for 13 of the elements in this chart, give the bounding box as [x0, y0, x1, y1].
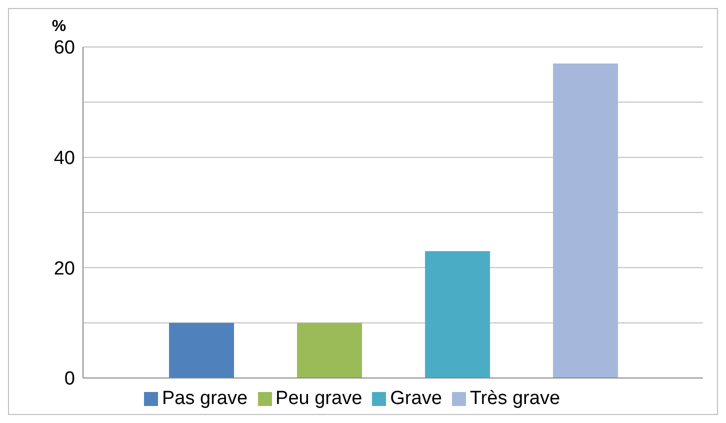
y-tick-label: 40	[54, 148, 75, 170]
bar	[425, 251, 490, 378]
legend-label: Peu grave	[276, 388, 362, 409]
y-axis-title: %	[52, 18, 66, 35]
y-tick-label: 60	[54, 38, 75, 59]
y-tick-label: 0	[64, 368, 75, 390]
bar	[553, 64, 618, 378]
legend-label: Grave	[390, 388, 442, 409]
bar	[297, 322, 362, 378]
legend-label: Très grave	[470, 388, 560, 409]
legend-label: Pas grave	[162, 388, 248, 409]
y-tick-label: 20	[54, 258, 75, 280]
bar	[169, 322, 234, 378]
